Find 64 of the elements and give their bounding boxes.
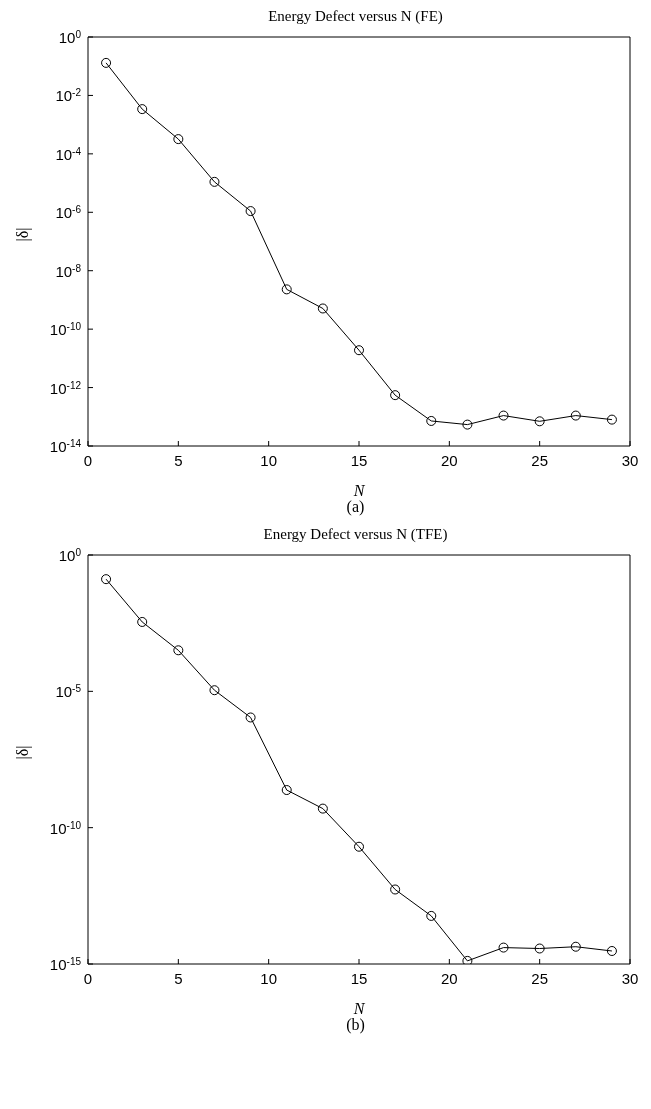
point <box>606 945 617 956</box>
point <box>245 206 256 217</box>
y-tick-label: 10$^{-8}$ <box>55 262 82 280</box>
x-tick-label: 10 <box>260 969 278 987</box>
y-tick-label: 10$^{-14}$ <box>49 437 82 455</box>
point <box>534 416 545 427</box>
x-tick-label: 0 <box>83 969 93 987</box>
point <box>498 410 509 421</box>
point <box>281 785 292 796</box>
x-tick-label: 30 <box>621 451 639 469</box>
point <box>281 284 292 295</box>
x-tick-label: 5 <box>174 451 183 469</box>
point <box>101 574 112 585</box>
point <box>137 104 148 115</box>
point <box>317 303 328 314</box>
y-axis-title: |δ| <box>13 227 32 242</box>
x-tick-label: 15 <box>350 451 368 469</box>
chart-title: Energy Defect versus N (TFE) <box>262 526 449 544</box>
y-tick-label: 10$^{-10}$ <box>49 320 82 339</box>
point <box>462 419 473 430</box>
y-tick-label: 10$^{-6}$ <box>55 203 82 222</box>
point <box>390 390 401 401</box>
point <box>426 910 437 921</box>
point <box>317 803 328 814</box>
x-tick-label: 0 <box>83 451 93 469</box>
y-tick-label: 10$^{-4}$ <box>55 145 82 163</box>
point <box>390 884 401 895</box>
x-tick-label: 5 <box>174 969 183 987</box>
x-tick-label: 25 <box>531 451 549 469</box>
y-tick-label: 10$^{-12}$ <box>49 379 82 397</box>
text: (b) <box>345 1016 366 1036</box>
point <box>354 841 364 852</box>
point <box>354 345 364 356</box>
x-tick-label: 15 <box>350 969 368 987</box>
y-tick-label: 10$^{-10}$ <box>49 819 82 837</box>
point <box>534 943 545 954</box>
chart-title: Energy Defect versus N (FE) <box>267 8 444 26</box>
y-axis-title: |δ| <box>13 745 32 760</box>
point <box>570 410 581 421</box>
point <box>606 414 617 425</box>
text: (a) <box>345 498 366 518</box>
x-tick-label: 20 <box>440 969 458 987</box>
y-tick-label: 10$^{-15}$ <box>49 955 82 973</box>
point <box>173 645 184 656</box>
point <box>209 685 220 696</box>
point <box>570 941 581 952</box>
y-tick-label: 10$^{0}$ <box>58 28 82 46</box>
y-tick-label: 10$^{0}$ <box>58 546 82 564</box>
y-tick-label: 10$^{-5}$ <box>55 682 82 701</box>
point <box>137 616 148 627</box>
x-axis-title: N <box>352 482 366 499</box>
point <box>173 134 184 145</box>
point <box>498 942 509 953</box>
point <box>426 415 437 426</box>
point <box>101 57 112 68</box>
point <box>462 955 473 964</box>
x-tick-label: 10 <box>260 451 278 469</box>
point <box>209 176 220 187</box>
x-axis-title: N <box>352 1000 366 1017</box>
x-tick-label: 20 <box>440 451 458 469</box>
x-tick-label: 30 <box>621 969 639 987</box>
y-tick-label: 10$^{-2}$ <box>55 86 82 105</box>
point <box>245 712 256 723</box>
x-tick-label: 25 <box>531 969 549 987</box>
